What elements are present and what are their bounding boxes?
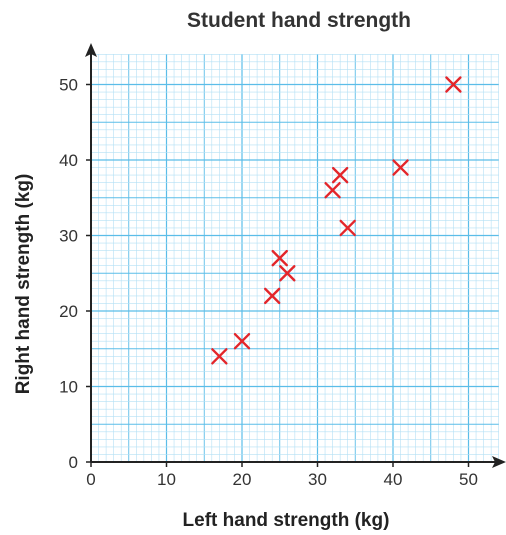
data-point [211,348,228,365]
grid [90,53,500,463]
y-tick-label: 20 [59,302,78,321]
axes [85,43,506,468]
y-tick-label: 0 [69,453,78,472]
y-tick-label: 50 [59,76,78,95]
x-tick-label: 20 [233,470,252,489]
data-point [233,333,251,350]
x-tick-label: 0 [86,470,95,489]
data-point [279,265,296,282]
data-point [331,166,349,184]
data-point [339,219,356,237]
y-tick-label: 10 [59,378,78,397]
y-axis-label: Right hand strength (kg) [13,174,34,395]
x-axis-arrow [492,456,506,468]
y-tick-label: 30 [59,227,78,246]
tick-labels: 0 10 20 30 40 50 0 10 20 30 40 50 [59,76,478,490]
data-point [271,249,288,267]
data-point [445,76,462,93]
x-tick-label: 10 [157,470,176,489]
y-axis-arrow [85,43,97,57]
x-tick-label: 40 [384,470,403,489]
data-point [264,287,281,305]
x-tick-label: 30 [308,470,327,489]
data-points [211,76,462,365]
data-point [392,159,409,176]
x-tick-label: 50 [459,470,478,489]
x-axis-label: Left hand strength (kg) [183,510,390,531]
y-tick-label: 40 [59,151,78,170]
chart-title: Student hand strength [187,9,411,32]
data-point [324,181,341,199]
